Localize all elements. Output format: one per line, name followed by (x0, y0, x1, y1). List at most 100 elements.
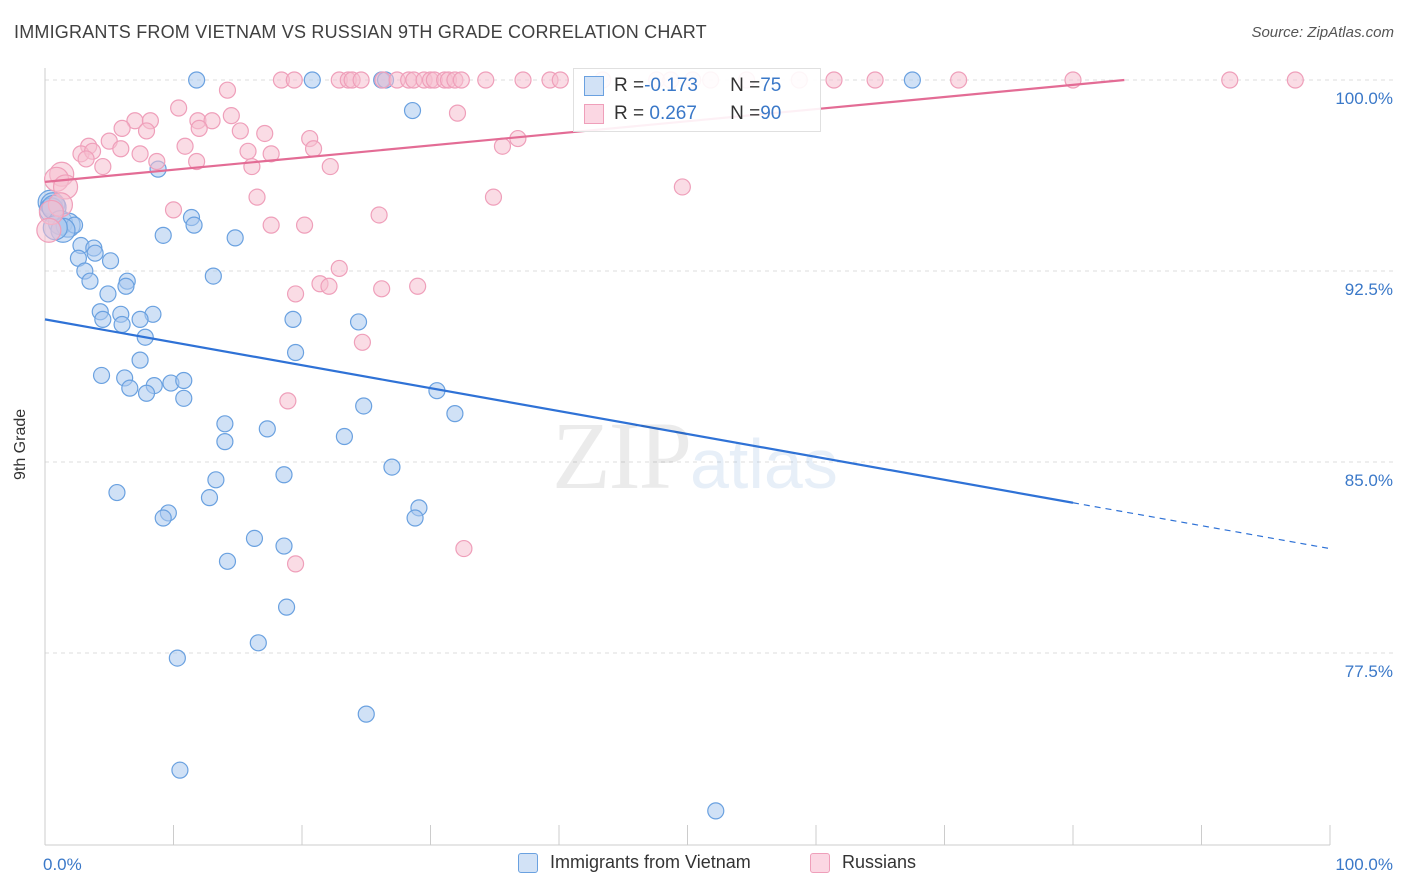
vietnam-point (357, 705, 375, 723)
vietnam-point (113, 315, 131, 334)
russians-point (112, 140, 130, 158)
vietnam-point (131, 351, 149, 369)
russians-point (286, 285, 305, 303)
russians-point (673, 178, 691, 196)
vietnam-point (403, 101, 422, 120)
stats-n-label: N = (730, 75, 761, 96)
vietnam-point (154, 226, 172, 244)
watermark-atlas: atlas (690, 425, 838, 503)
russians-point (370, 206, 388, 224)
russians-point (137, 122, 156, 140)
vietnam-point (171, 761, 189, 779)
stats-r-value: 0.267 (644, 103, 697, 124)
russians-point (113, 119, 131, 137)
vietnam-point (903, 71, 921, 89)
chart-title: IMMIGRANTS FROM VIETNAM VS RUSSIAN 9TH G… (14, 22, 707, 42)
vietnam-point (349, 313, 368, 331)
vietnam-point (168, 649, 186, 667)
legend-item-vietnam[interactable]: Immigrants from Vietnam (518, 852, 751, 873)
vietnam-point (86, 244, 104, 262)
russians-point (320, 277, 338, 295)
vietnam-point (175, 371, 193, 390)
stats-n-label: N = (730, 103, 761, 124)
vietnam-point (249, 634, 267, 652)
vietnam-point (707, 802, 725, 820)
russians-point (94, 157, 112, 176)
russians-point (514, 71, 532, 89)
russians-point (190, 119, 208, 137)
vietnam-point (277, 598, 296, 616)
russians-point (455, 539, 473, 558)
legend-swatch-russians (810, 852, 830, 873)
stats-r-value: -0.173 (644, 75, 698, 96)
vietnam-point (200, 489, 219, 507)
vietnam-point (303, 71, 321, 89)
stats-swatch-vietnam (584, 76, 604, 96)
vietnam-point (137, 384, 156, 402)
vietnam-point (207, 471, 225, 489)
x-tick-label: 0.0% (43, 855, 82, 874)
vietnam-point (117, 277, 135, 295)
vietnam-point (185, 216, 203, 234)
vietnam-point (406, 509, 424, 527)
vietnam-point (258, 420, 276, 438)
stats-n-value: 90 (760, 103, 782, 124)
russians-point (231, 122, 249, 140)
russians-point (373, 280, 391, 298)
x-tick-label: 100.0% (1335, 855, 1393, 874)
vietnam-point (121, 379, 139, 397)
russians-point (188, 152, 206, 171)
vietnam-point (99, 285, 117, 303)
russians-point (825, 71, 843, 89)
russians-point (170, 99, 188, 117)
russians-point (285, 71, 303, 89)
russians-point (262, 216, 280, 234)
vietnam-trend-line-extension (1072, 502, 1331, 550)
russians-point (866, 71, 884, 89)
legend: Immigrants from Vietnam Russians (0, 850, 1406, 880)
russians-point (286, 555, 305, 573)
russians-point (950, 71, 968, 89)
russians-point (248, 188, 266, 206)
russians-point (164, 201, 183, 219)
vietnam-point (188, 71, 206, 89)
vietnam-point (101, 252, 120, 270)
russians-point (295, 216, 314, 234)
legend-swatch-vietnam (518, 852, 538, 873)
russians-point (1221, 71, 1239, 89)
y-axis-label: 9th Grade (12, 408, 29, 480)
russians-point (36, 217, 62, 243)
vietnam-point (355, 397, 373, 415)
vietnam-point (284, 310, 302, 328)
russians-point (353, 333, 371, 351)
stats-n-value: 75 (760, 75, 782, 96)
vietnam-point (94, 310, 112, 328)
russians-point (448, 104, 467, 122)
russians-point (330, 259, 348, 278)
vietnam-point (286, 343, 305, 362)
russians-point (1286, 71, 1304, 89)
vietnam-point (92, 366, 111, 385)
legend-item-russians[interactable]: Russians (810, 852, 916, 873)
russians-point (131, 145, 149, 163)
vietnam-point (446, 405, 464, 423)
vietnam-point (216, 433, 234, 451)
russians-point (551, 71, 569, 89)
stats-swatch-russians (584, 104, 604, 124)
russians-point (493, 137, 512, 155)
stats-r-label: R = (614, 103, 645, 124)
legend-label-vietnam: Immigrants from Vietnam (550, 852, 751, 872)
russians-point (304, 140, 323, 158)
russians-point (218, 81, 237, 99)
vietnam-point (204, 267, 222, 285)
russians-point (409, 277, 427, 295)
watermark-zip: ZIP (552, 402, 692, 509)
vietnam-point (275, 537, 293, 555)
russians-point (452, 71, 470, 89)
vietnam-point (154, 509, 172, 527)
vietnam-trend-line (44, 318, 1074, 504)
stats-r-label: R = (614, 75, 645, 96)
legend-label-russians: Russians (842, 852, 917, 872)
russians-point (222, 107, 240, 125)
